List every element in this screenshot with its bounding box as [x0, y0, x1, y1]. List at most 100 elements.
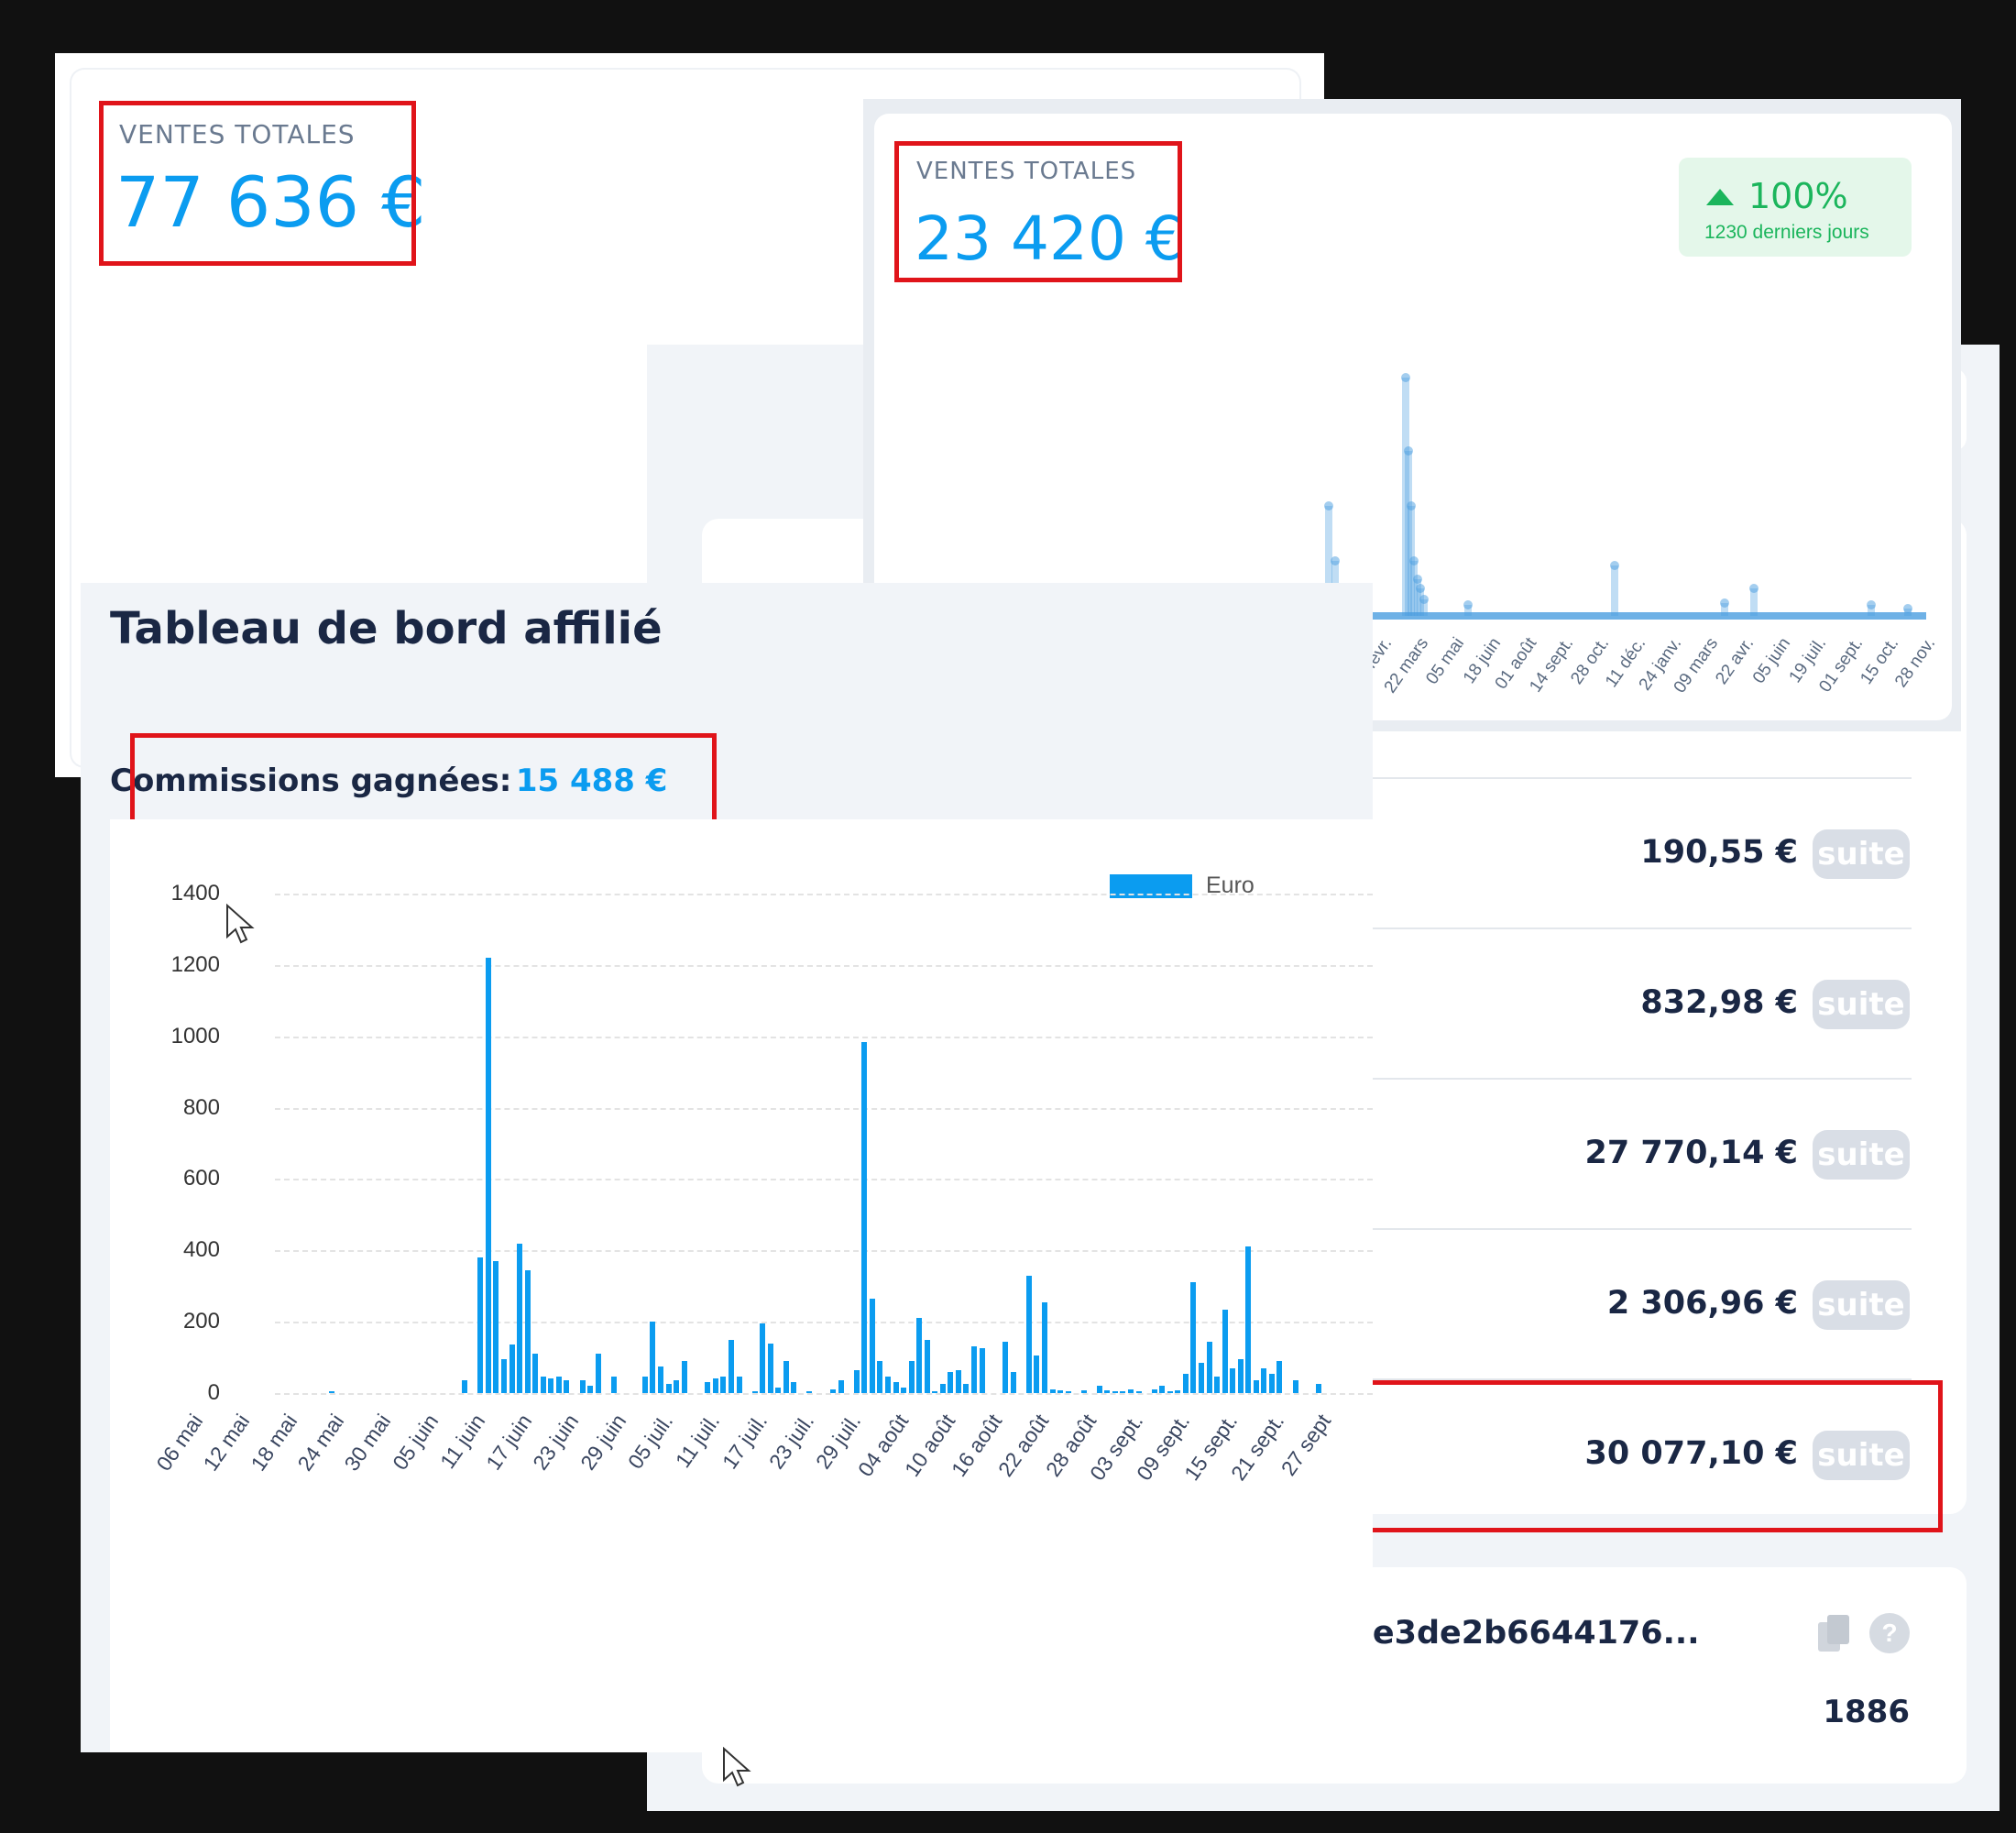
amount-value: 30 077,10 € [1584, 1435, 1799, 1472]
bar [524, 1269, 531, 1393]
bar [462, 1380, 468, 1393]
sales-period-value: 23 420 € [915, 203, 1184, 274]
commissions-header: Commissions gagnées: 15 488 € [110, 763, 667, 799]
sparkline-point [1407, 501, 1416, 510]
bar [1025, 1275, 1032, 1393]
bar [1292, 1380, 1298, 1393]
bar [736, 1377, 742, 1393]
bar [328, 1391, 334, 1393]
bar [555, 1377, 562, 1393]
gridline [275, 1036, 1373, 1038]
suite-button[interactable]: suite [1813, 1280, 1910, 1330]
sparkline-point [1610, 561, 1619, 570]
amount-value: 2 306,96 € [1606, 1285, 1798, 1322]
sparkline-spike [1405, 451, 1412, 616]
y-tick-label: 1400 [170, 881, 220, 906]
sparkline-spike [1325, 506, 1332, 616]
bar [485, 958, 491, 1393]
highlight-box [99, 101, 416, 266]
bar [751, 1391, 758, 1393]
sparkline-point [1416, 584, 1425, 593]
sparkline-spike [1721, 603, 1728, 616]
bar [674, 1380, 680, 1393]
bar [908, 1360, 915, 1393]
bar [641, 1377, 648, 1393]
suite-button[interactable]: suite [1813, 980, 1910, 1029]
bar [595, 1354, 601, 1393]
sparkline-point [1867, 600, 1876, 609]
bar [1057, 1389, 1064, 1393]
bar [1190, 1282, 1197, 1393]
bar [901, 1388, 907, 1393]
bar [869, 1298, 875, 1393]
bar [1080, 1389, 1087, 1393]
sparkline-point [1749, 584, 1759, 593]
bar [979, 1348, 985, 1393]
triangle-up-icon [1706, 189, 1734, 205]
bar [509, 1345, 515, 1393]
y-tick-label: 1200 [170, 951, 220, 977]
bar [1316, 1384, 1322, 1393]
sparkline-point [1331, 556, 1340, 565]
highlight-box [894, 141, 1182, 282]
bar [540, 1377, 546, 1393]
bar [517, 1243, 523, 1393]
sparkline-spike [1402, 378, 1409, 616]
bar [1276, 1360, 1283, 1393]
commissions-label: Commissions gagnées: [110, 763, 512, 799]
gridline [275, 1393, 1373, 1395]
suite-button[interactable]: suite [1813, 829, 1910, 879]
bar [971, 1346, 977, 1393]
sparkline-point [1903, 604, 1912, 613]
amount-value: 27 770,14 € [1584, 1135, 1799, 1171]
growth-percent: 100% [1748, 176, 1848, 216]
y-tick-label: 1000 [170, 1023, 220, 1048]
gridline [275, 1322, 1373, 1324]
sparkline-spike [1410, 561, 1418, 616]
bar [665, 1384, 672, 1393]
bar [861, 1041, 868, 1393]
commissions-chart: Euro 0 200 400 600 800 1000 1200 1400 06 mai 12 m… [110, 819, 1373, 1752]
copy-icon[interactable] [1814, 1613, 1855, 1655]
y-tick-label: 600 [182, 1166, 220, 1191]
bar [939, 1384, 946, 1393]
highlight-box [130, 733, 717, 832]
bar [587, 1386, 594, 1393]
sales-total-label: VENTES TOTALES [119, 119, 356, 149]
bar [1034, 1356, 1040, 1393]
bar [924, 1339, 930, 1393]
bar [783, 1360, 789, 1393]
help-icon[interactable]: ? [1869, 1613, 1910, 1653]
bar [1214, 1377, 1221, 1393]
cursor-icon [226, 904, 255, 944]
sparkline-point [1463, 600, 1473, 609]
bar [1268, 1373, 1275, 1393]
bar [932, 1391, 938, 1393]
sales-period-label: VENTES TOTALES [916, 158, 1137, 185]
gridline [275, 1250, 1373, 1253]
bar [650, 1322, 656, 1393]
sparkline-point [1409, 556, 1419, 565]
bar [830, 1389, 837, 1393]
bar [877, 1360, 883, 1393]
sparkline-spike [1464, 605, 1472, 616]
bar [1261, 1367, 1267, 1393]
sparkline-point [1324, 501, 1333, 510]
bar [579, 1380, 586, 1393]
bar [658, 1366, 663, 1393]
gridline [275, 964, 1373, 967]
suite-button[interactable]: suite [1813, 1130, 1910, 1180]
gridline [275, 1179, 1373, 1181]
bar [493, 1260, 499, 1393]
suite-button[interactable]: suite [1813, 1431, 1910, 1480]
bar [806, 1391, 813, 1393]
bar [1237, 1359, 1244, 1393]
bar [1041, 1301, 1047, 1393]
amount-value: 832,98 € [1640, 984, 1798, 1021]
gridline [275, 894, 1373, 895]
bar [916, 1318, 923, 1393]
bar [1175, 1389, 1181, 1393]
bar [767, 1343, 773, 1393]
sparkline-spike [1420, 599, 1428, 616]
wallet-count: 1886 [1823, 1694, 1910, 1730]
